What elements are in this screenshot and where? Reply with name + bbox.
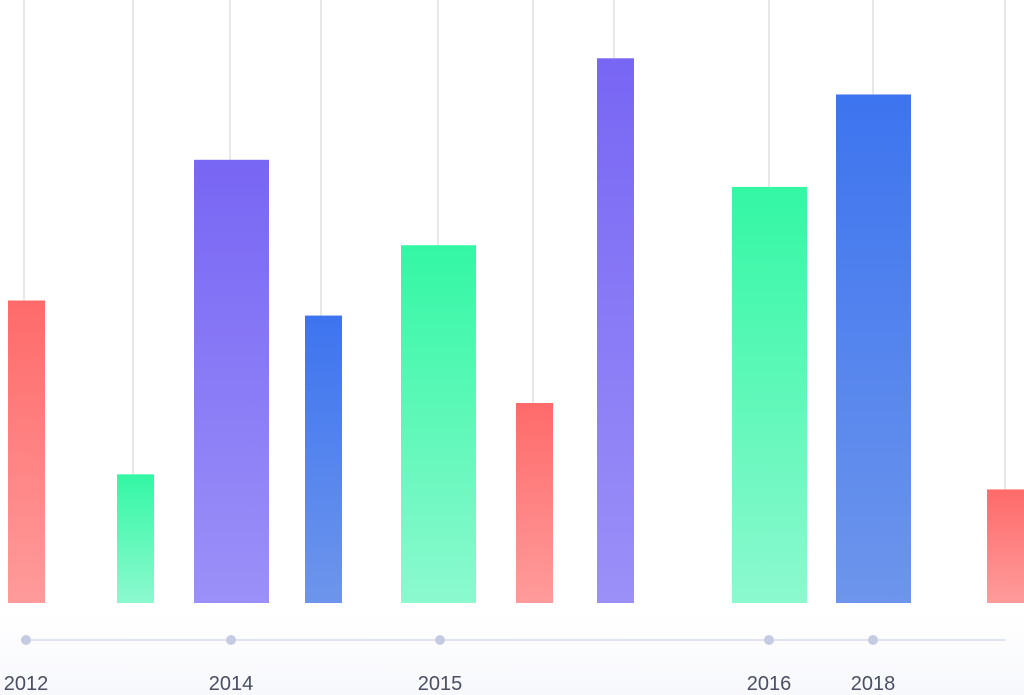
bar-2 <box>117 474 154 603</box>
bar-1 <box>8 300 45 603</box>
axis-dot-2 <box>226 635 236 645</box>
x-tick-label: 2014 <box>209 673 254 695</box>
axis-dot-1 <box>21 635 31 645</box>
axis-dot-4 <box>764 635 774 645</box>
x-tick-label: 2018 <box>851 673 896 695</box>
bar-6 <box>516 403 553 603</box>
x-tick-label: 2016 <box>747 673 792 695</box>
axis-dot-3 <box>435 635 445 645</box>
bar-4 <box>305 315 342 603</box>
x-tick-label: 2012 <box>4 673 49 695</box>
bars-group <box>8 58 1024 604</box>
bar-9 <box>836 94 911 603</box>
bar-3 <box>194 159 269 604</box>
guide-lines <box>23 0 1006 490</box>
axis-dots <box>21 635 878 645</box>
bar-5 <box>401 245 476 603</box>
bar-8 <box>732 186 807 603</box>
x-tick-label: 2015 <box>418 673 463 695</box>
axis-dot-5 <box>868 635 878 645</box>
bar-10 <box>987 489 1024 603</box>
bar-7 <box>597 58 634 604</box>
x-tick-labels: 2012 2014 2015 2016 2018 <box>4 673 896 695</box>
